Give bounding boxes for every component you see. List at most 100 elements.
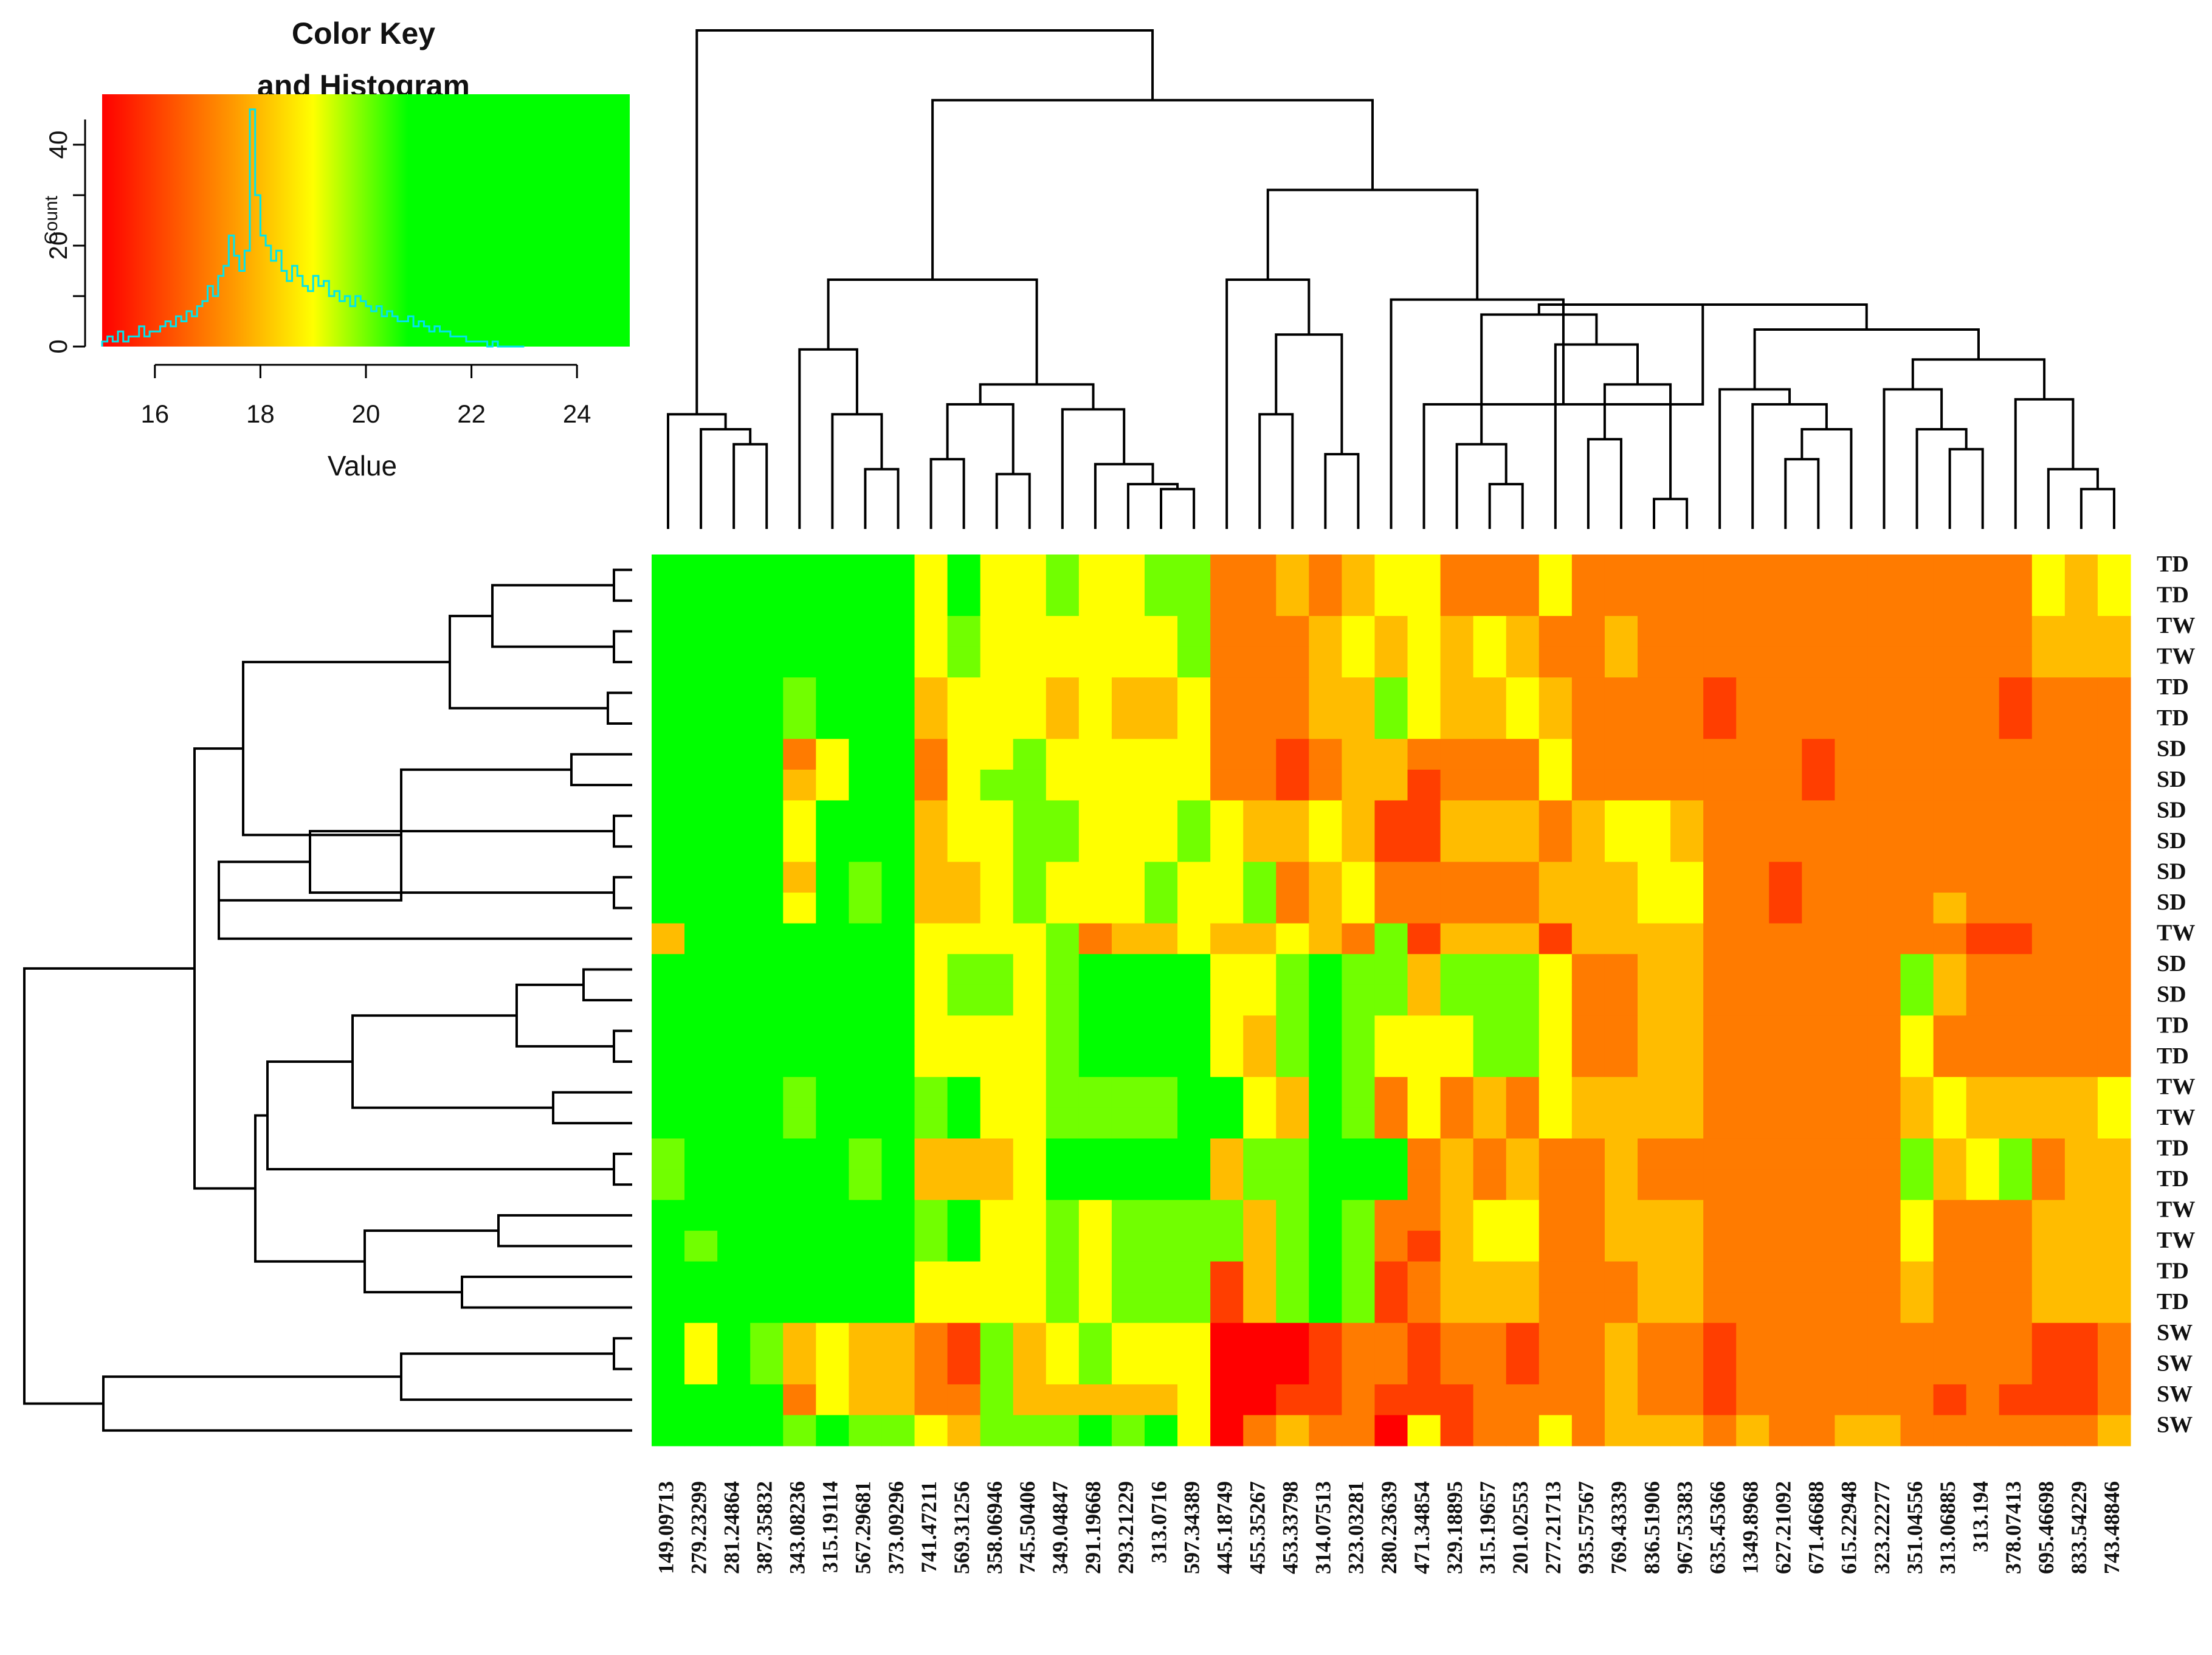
heatmap-cell	[1374, 1261, 1408, 1293]
heatmap-cell	[1999, 893, 2033, 924]
heatmap-cell	[1078, 1353, 1112, 1385]
heatmap-cell	[1604, 769, 1638, 801]
heatmap-cell	[1243, 1353, 1277, 1385]
heatmap-cell	[947, 1353, 981, 1385]
heatmap-cell	[1407, 1261, 1441, 1293]
heatmap-cell	[1933, 1292, 1967, 1324]
heatmap-cell	[947, 1200, 981, 1231]
heatmap-cell	[1638, 555, 1671, 586]
heatmap-cell	[1210, 1415, 1244, 1446]
heatmap-cell	[750, 646, 784, 678]
column-label: 615.22948	[1837, 1481, 1861, 1574]
heatmap-cell	[1440, 1261, 1474, 1293]
heatmap-cell	[684, 1353, 718, 1385]
heatmap-cell	[1210, 1046, 1244, 1077]
heatmap-cell	[652, 739, 685, 770]
heatmap-cell	[1966, 677, 2000, 709]
heatmap-cell	[1078, 585, 1112, 617]
heatmap-cell	[1835, 1384, 1869, 1416]
heatmap-cell	[1374, 646, 1408, 678]
heatmap-cell	[1867, 585, 1901, 617]
heatmap-cell	[2097, 1107, 2131, 1139]
heatmap-cell	[1013, 1138, 1047, 1170]
heatmap-cell	[1473, 893, 1507, 924]
heatmap-cell	[1342, 862, 1376, 893]
heatmap-cell	[1013, 677, 1047, 709]
heatmap-cell	[1769, 1077, 1802, 1108]
heatmap-cell	[1769, 831, 1802, 863]
heatmap-cell	[2031, 1231, 2066, 1262]
heatmap-cell	[1177, 1322, 1211, 1354]
heatmap-cell	[1670, 677, 1704, 709]
heatmap-cell	[1900, 646, 1934, 678]
heatmap-cell	[1999, 739, 2033, 770]
heatmap-cell	[1802, 831, 1835, 863]
heatmap-cell	[783, 893, 816, 924]
heatmap-cell	[1177, 984, 1211, 1016]
heatmap-cell	[1966, 1015, 2000, 1047]
heatmap-cell	[980, 1200, 1014, 1231]
heatmap-cell	[783, 923, 816, 955]
heatmap-cell	[1374, 1322, 1408, 1354]
color-key-y-tick-label: 0	[44, 339, 72, 353]
column-label: 279.23299	[686, 1481, 711, 1574]
heatmap-cell	[1571, 954, 1605, 986]
heatmap-cell	[1177, 1138, 1211, 1170]
heatmap-cell	[1145, 1200, 1178, 1231]
heatmap-cell	[914, 1046, 948, 1077]
heatmap-cell	[1374, 831, 1408, 863]
heatmap-cell	[2031, 1322, 2066, 1354]
row-dendrogram-branch	[400, 1352, 632, 1401]
heatmap-cell	[750, 555, 784, 586]
heatmap-cell	[881, 1015, 915, 1047]
heatmap-cell	[1013, 739, 1047, 770]
heatmap-cell	[1933, 1077, 1967, 1108]
heatmap-cell	[1670, 831, 1704, 863]
heatmap-cell	[750, 1138, 784, 1170]
heatmap-cell	[1670, 1138, 1704, 1170]
heatmap-cell	[1835, 1415, 1869, 1446]
heatmap-cell	[1440, 1015, 1474, 1047]
heatmap-cell	[1473, 1015, 1507, 1047]
heatmap-cell	[1078, 1046, 1112, 1077]
heatmap-cell	[1604, 1200, 1638, 1231]
column-label: 280.23639	[1377, 1481, 1401, 1574]
row-dendrogram	[23, 568, 632, 1432]
heatmap-cell	[1374, 923, 1408, 955]
heatmap-cell	[849, 1015, 883, 1047]
heatmap-cell	[1473, 1231, 1507, 1262]
heatmap-cell	[1473, 1261, 1507, 1293]
heatmap-cell	[1309, 708, 1342, 739]
heatmap-cell	[1999, 1322, 2033, 1354]
heatmap-cell	[947, 954, 981, 986]
heatmap-cell	[652, 831, 685, 863]
row-dendrogram-branch	[23, 967, 195, 1405]
heatmap-cell	[1802, 1046, 1835, 1077]
heatmap-cell	[1867, 923, 1901, 955]
heatmap-cell	[1309, 1415, 1342, 1446]
heatmap-cell	[1177, 677, 1211, 709]
heatmap-cell	[1046, 1261, 1080, 1293]
row-dendrogram-branch	[242, 660, 450, 837]
heatmap-cell	[1638, 646, 1671, 678]
heatmap-cell	[1736, 1322, 1769, 1354]
column-dendrogram-branch	[1455, 443, 1507, 529]
heatmap-cell	[1210, 1077, 1244, 1108]
heatmap-cell	[1933, 616, 1967, 648]
heatmap-cell	[980, 893, 1014, 924]
heatmap-cell	[1013, 1353, 1047, 1385]
heatmap-cell	[684, 585, 718, 617]
row-dendrogram-branch	[613, 568, 632, 602]
heatmap-cell	[1769, 1261, 1802, 1293]
heatmap-cell	[1407, 1046, 1441, 1077]
heatmap-cell	[1013, 646, 1047, 678]
heatmap-cell	[1243, 893, 1277, 924]
heatmap-cell	[1966, 739, 2000, 770]
heatmap-cell	[684, 1322, 718, 1354]
column-label: 201.02553	[1508, 1481, 1532, 1574]
heatmap-cell	[849, 1046, 883, 1077]
heatmap-cell	[1933, 1384, 1967, 1416]
heatmap-cell	[881, 708, 915, 739]
heatmap-cell	[1309, 1322, 1342, 1354]
column-label: 343.08236	[785, 1481, 810, 1574]
